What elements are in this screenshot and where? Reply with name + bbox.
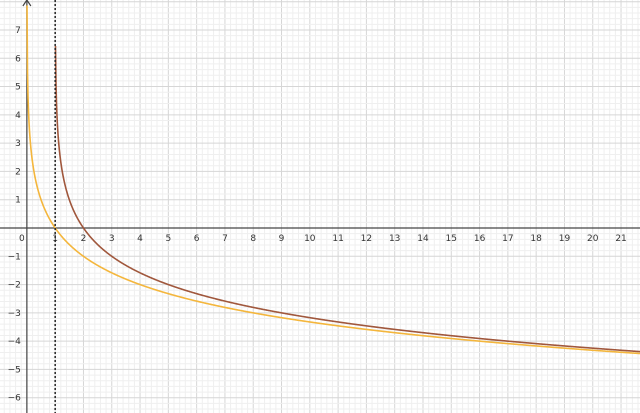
x-tick-label: 2 — [81, 234, 87, 244]
x-tick-label: 4 — [137, 234, 143, 244]
y-axis-arrow-icon — [22, 0, 32, 7]
x-tick-label: 1 — [52, 234, 58, 244]
x-tick-label: 3 — [109, 234, 115, 244]
x-tick-label: 15 — [446, 234, 457, 244]
x-tick-label: 21 — [615, 234, 626, 244]
x-tick-label: 16 — [474, 234, 486, 244]
x-tick-label: 0 — [19, 234, 25, 244]
x-tick-label: 13 — [389, 234, 400, 244]
x-tick-label: 11 — [332, 234, 343, 244]
x-tick-label: 8 — [250, 234, 256, 244]
y-tick-label: −4 — [8, 337, 22, 347]
x-tick-label: 6 — [194, 234, 200, 244]
y-tick-label: 7 — [15, 26, 21, 36]
y-tick-label: 1 — [15, 196, 21, 206]
y-tick-label: 2 — [15, 167, 21, 177]
y-tick-label: −3 — [8, 309, 21, 319]
y-tick-label: −2 — [8, 281, 21, 291]
x-tick-label: 19 — [559, 234, 571, 244]
x-tick-label: 10 — [304, 234, 316, 244]
y-tick-label: 6 — [15, 54, 21, 64]
y-tick-label: 4 — [15, 111, 21, 121]
y-tick-label: 5 — [15, 83, 21, 93]
x-tick-label: 9 — [279, 234, 285, 244]
y-tick-label: 3 — [15, 139, 21, 149]
curve-neg-log2-x — [26, 5, 640, 355]
x-tick-label: 12 — [361, 234, 372, 244]
curve-neg-log2-x-minus-1 — [54, 46, 640, 353]
y-tick-label: −1 — [8, 252, 21, 262]
x-tick-label: 7 — [222, 234, 228, 244]
y-tick-label: −6 — [8, 394, 22, 404]
y-tick-label: −5 — [8, 365, 21, 375]
x-tick-label: 14 — [417, 234, 429, 244]
x-tick-label: 18 — [530, 234, 542, 244]
x-tick-label: 20 — [587, 234, 599, 244]
x-tick-label: 5 — [165, 234, 171, 244]
x-tick-label: 17 — [502, 234, 513, 244]
